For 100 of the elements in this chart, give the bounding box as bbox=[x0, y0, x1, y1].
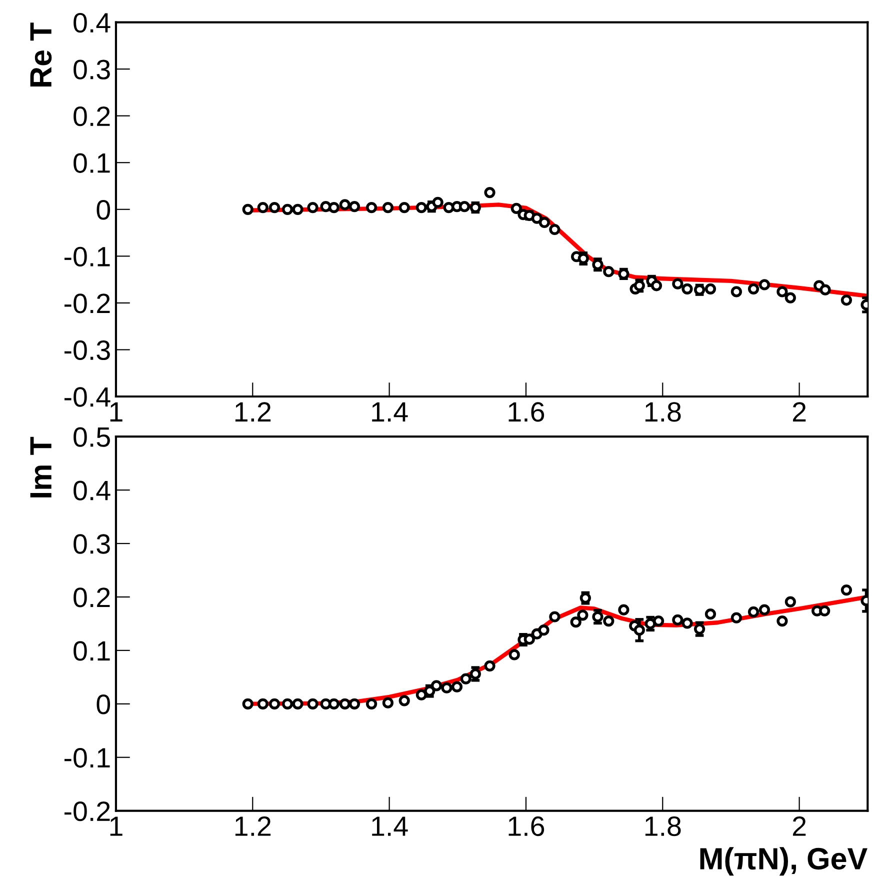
point bbox=[451, 681, 463, 692]
point bbox=[570, 616, 582, 628]
y-tick-label: 0 bbox=[96, 694, 110, 714]
point bbox=[820, 284, 831, 296]
point bbox=[339, 199, 350, 210]
point bbox=[618, 604, 630, 616]
y-tick-label: 0 bbox=[96, 200, 110, 220]
point bbox=[524, 634, 535, 645]
point bbox=[443, 202, 454, 214]
point bbox=[348, 698, 360, 710]
point bbox=[672, 614, 684, 626]
point bbox=[441, 682, 452, 694]
point bbox=[484, 660, 496, 672]
point bbox=[282, 698, 294, 710]
point bbox=[320, 698, 332, 710]
point bbox=[603, 615, 614, 627]
point bbox=[382, 697, 394, 708]
point bbox=[432, 196, 444, 208]
y-tick-label: 0.5 bbox=[74, 427, 110, 447]
point bbox=[366, 202, 378, 214]
point bbox=[307, 698, 318, 710]
x-tick-label: 1 bbox=[110, 816, 122, 836]
point bbox=[730, 612, 742, 624]
x-tick-label: 1 bbox=[110, 402, 122, 422]
point bbox=[292, 698, 304, 710]
y-tick-label: 0.1 bbox=[74, 153, 110, 173]
y-tick-label: -0.1 bbox=[64, 748, 110, 768]
point bbox=[776, 286, 788, 298]
x-tick-label: 1.2 bbox=[235, 402, 271, 422]
point bbox=[652, 615, 664, 627]
point bbox=[328, 698, 340, 710]
point bbox=[348, 201, 360, 212]
y-tick-label: -0.3 bbox=[64, 340, 110, 360]
point bbox=[382, 202, 394, 214]
y-tick-label: -0.2 bbox=[64, 801, 110, 822]
x-tick-label: 1.4 bbox=[372, 402, 408, 422]
point bbox=[634, 624, 645, 636]
x-tick-label: 1.2 bbox=[235, 816, 271, 836]
y-tick-label: -0.1 bbox=[64, 246, 110, 266]
point bbox=[819, 605, 830, 616]
point bbox=[339, 698, 350, 710]
point bbox=[758, 279, 770, 290]
point bbox=[538, 216, 550, 228]
point bbox=[730, 286, 742, 298]
y-tick-label: 0.4 bbox=[74, 480, 110, 500]
point bbox=[430, 680, 442, 692]
point bbox=[398, 202, 410, 214]
point bbox=[268, 202, 280, 214]
point bbox=[292, 204, 304, 215]
point bbox=[257, 202, 268, 214]
y-tick-label: 0.3 bbox=[74, 60, 110, 80]
point bbox=[784, 596, 796, 608]
point bbox=[282, 204, 294, 215]
point bbox=[366, 698, 378, 710]
point bbox=[484, 186, 496, 198]
point bbox=[257, 698, 268, 710]
point bbox=[531, 212, 542, 224]
point bbox=[416, 202, 427, 214]
point bbox=[320, 201, 332, 212]
point bbox=[416, 689, 427, 700]
point bbox=[549, 224, 560, 236]
y-tick-label: 0.2 bbox=[74, 588, 110, 608]
x-tick-label: 1.6 bbox=[508, 402, 544, 422]
point bbox=[328, 202, 340, 214]
point bbox=[672, 278, 684, 290]
point bbox=[242, 204, 254, 215]
point bbox=[242, 698, 254, 710]
x-tick-label: 1.6 bbox=[508, 816, 544, 836]
point bbox=[682, 618, 693, 629]
x-tick-label: 2 bbox=[792, 402, 806, 422]
point bbox=[840, 294, 852, 306]
y-tick-label: -0.2 bbox=[64, 294, 110, 314]
point bbox=[644, 618, 656, 630]
point bbox=[592, 611, 604, 622]
y-tick-label: -0.4 bbox=[64, 387, 110, 407]
point bbox=[458, 201, 470, 212]
x-axis-title: M(πN), GeV bbox=[700, 847, 868, 876]
point bbox=[840, 584, 852, 596]
point bbox=[510, 202, 522, 214]
y-tick-label: 0.1 bbox=[74, 641, 110, 661]
y-tick-label: 0.3 bbox=[74, 534, 110, 554]
point bbox=[307, 202, 318, 214]
x-tick-label: 1.4 bbox=[372, 816, 408, 836]
point bbox=[577, 610, 588, 621]
y-axis-title: Re T bbox=[30, 22, 52, 86]
point bbox=[460, 673, 472, 684]
x-tick-label: 1.8 bbox=[645, 402, 681, 422]
point bbox=[704, 608, 716, 620]
point bbox=[758, 604, 770, 616]
point bbox=[682, 283, 693, 294]
point bbox=[549, 611, 560, 622]
point bbox=[704, 283, 716, 294]
y-tick-label: 0.4 bbox=[74, 12, 110, 33]
x-tick-label: 1.8 bbox=[645, 816, 681, 836]
point bbox=[748, 606, 760, 618]
point bbox=[784, 292, 796, 304]
point bbox=[650, 280, 662, 292]
point bbox=[398, 695, 410, 706]
point bbox=[538, 624, 550, 636]
point bbox=[508, 649, 520, 660]
